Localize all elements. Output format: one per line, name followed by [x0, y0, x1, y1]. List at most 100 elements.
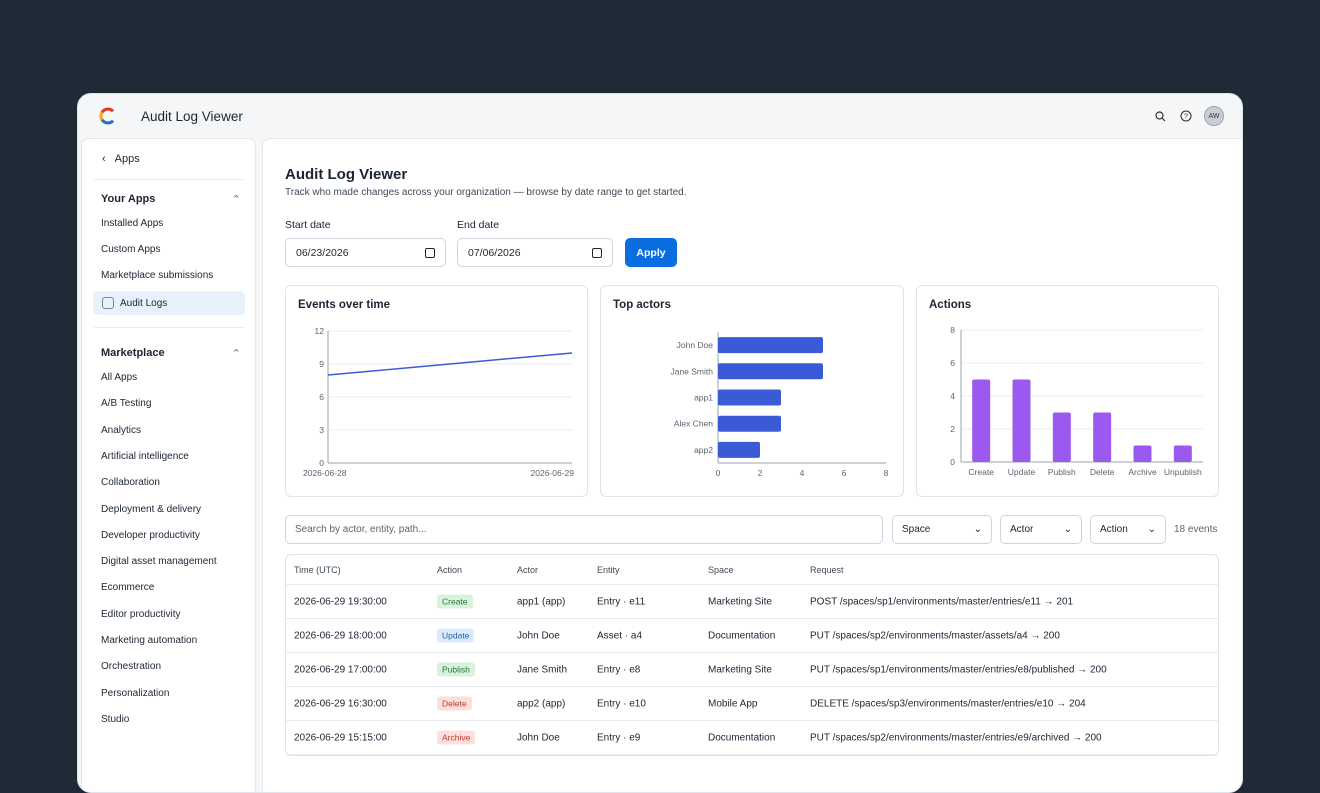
marketplace-heading[interactable]: Marketplace ⌃	[101, 347, 241, 360]
sidebar-item-ecommerce[interactable]: Ecommerce	[101, 582, 155, 594]
sidebar-item-a-b-testing[interactable]: A/B Testing	[101, 398, 152, 410]
y-tick-label: 9	[319, 359, 324, 369]
start-date-label: Start date	[285, 219, 331, 231]
bar	[1173, 445, 1192, 462]
calendar-icon[interactable]	[425, 247, 435, 258]
app-window: Audit Log Viewer ? AW ‹ Apps Your Apps ⌃…	[77, 93, 1243, 793]
action-select-label: Action	[1100, 524, 1128, 535]
table-row[interactable]: 2026-06-29 17:00:00 Publish Jane Smith Entr…	[286, 653, 1218, 687]
entity-cell: Entry · e8	[597, 664, 641, 675]
y-tick-label: 3	[319, 425, 324, 435]
action-badge: Archive	[437, 730, 476, 744]
sidebar-item-custom-apps[interactable]: Custom Apps	[101, 244, 161, 255]
column-header[interactable]: Actor	[517, 564, 539, 575]
entity-cell: Entry · e9	[597, 732, 641, 743]
y-tick-label: 2	[950, 424, 955, 434]
sidebar-item-installed-apps[interactable]: Installed Apps	[101, 218, 164, 229]
action-cell: Create	[437, 594, 473, 608]
category-label: Update	[1008, 467, 1036, 477]
actor-cell: app1 (app)	[517, 596, 566, 607]
sidebar-item-developer-productivity[interactable]: Developer productivity	[101, 529, 200, 541]
bar	[718, 441, 760, 458]
help-icon[interactable]: ?	[1178, 108, 1194, 124]
action-badge: Create	[437, 594, 473, 608]
column-header[interactable]: Time (UTC)	[294, 564, 341, 575]
chevron-down-icon: ⌄	[1147, 524, 1156, 535]
actions-card: Actions 0 2 4 6 8 Create Update Publish Delete Ar…	[916, 285, 1219, 497]
y-tick-label: 6	[319, 392, 324, 402]
column-header[interactable]: Space	[708, 564, 734, 575]
request-cell: PUT /spaces/sp2/environments/master/asse…	[810, 630, 1060, 641]
end-date-input[interactable]: 07/06/2026	[457, 238, 613, 267]
space-select[interactable]: Space ⌄	[892, 515, 992, 544]
bar	[972, 379, 991, 462]
bar	[1133, 445, 1152, 462]
top-actors-card: Top actors John Doe Jane Smith app1 Alex Ch…	[600, 285, 904, 497]
calendar-icon[interactable]	[592, 247, 602, 258]
category-label: Unpublish	[1164, 467, 1202, 477]
category-label: Alex Chen	[674, 419, 713, 429]
sidebar-item-analytics[interactable]: Analytics	[101, 424, 142, 436]
actor-cell: Jane Smith	[517, 664, 568, 675]
your-apps-heading[interactable]: Your Apps ⌃	[101, 193, 241, 206]
chevron-up-icon: ⌃	[231, 348, 241, 360]
sidebar-item-orchestration[interactable]: Orchestration	[101, 661, 162, 673]
category-label: Jane Smith	[670, 366, 713, 376]
category-label: Create	[968, 467, 994, 477]
space-cell: Marketing Site	[708, 596, 772, 607]
category-label: app1	[694, 393, 713, 403]
chevron-up-icon: ⌃	[231, 194, 241, 206]
main-content: Audit Log Viewer Track who made changes …	[262, 138, 1242, 792]
table-row[interactable]: 2026-06-29 18:00:00 Update John Doe Asset ·…	[286, 619, 1218, 653]
sidebar-item-studio[interactable]: Studio	[101, 713, 130, 725]
search-icon[interactable]	[1152, 108, 1168, 124]
top-actors-bar-chart: John Doe Jane Smith app1 Alex Chen app2 0 2 4 6 8	[670, 332, 889, 478]
column-header[interactable]: Entity	[597, 564, 620, 575]
time-cell: 2026-06-29 17:00:00	[294, 664, 387, 675]
sidebar-item-collaboration[interactable]: Collaboration	[101, 477, 160, 489]
column-header[interactable]: Request	[810, 564, 844, 575]
table-row[interactable]: 2026-06-29 15:15:00 Archive John Doe Entry …	[286, 721, 1218, 755]
y-tick-label: 8	[950, 325, 955, 335]
sidebar-item-marketplace-submissions[interactable]: Marketplace submissions	[101, 270, 214, 281]
your-apps-heading-label: Your Apps	[101, 193, 156, 205]
x-tick-label: 2	[758, 468, 763, 478]
back-to-apps-link[interactable]: ‹ Apps	[102, 153, 140, 165]
sidebar-item-artificial-intelligence[interactable]: Artificial intelligence	[101, 450, 189, 462]
events-line-chart: 0 3 6 9 12 2026-06-28 2026-06-29	[303, 326, 574, 478]
table-row[interactable]: 2026-06-29 16:30:00 Delete app2 (app) Entry…	[286, 687, 1218, 721]
space-cell: Documentation	[708, 630, 776, 641]
category-label: app2	[694, 445, 713, 455]
sidebar-item-marketing-automation[interactable]: Marketing automation	[101, 635, 198, 646]
space-cell: Documentation	[708, 732, 776, 743]
request-cell: DELETE /spaces/sp3/environments/master/e…	[810, 698, 1086, 709]
sidebar-item-all-apps[interactable]: All Apps	[101, 372, 138, 383]
request-cell: POST /spaces/sp1/environments/master/ent…	[810, 596, 1074, 607]
actor-select[interactable]: Actor ⌄	[1000, 515, 1082, 544]
chart-title: Events over time	[298, 299, 391, 311]
search-input[interactable]: Search by actor, entity, path...	[285, 515, 883, 544]
sidebar-item-editor-productivity[interactable]: Editor productivity	[101, 608, 181, 620]
page-title: Audit Log Viewer	[285, 166, 408, 183]
entity-cell: Entry · e11	[597, 596, 646, 607]
apply-button[interactable]: Apply	[625, 238, 677, 267]
sidebar-item-deployment-delivery[interactable]: Deployment & delivery	[101, 503, 202, 515]
avatar[interactable]: AW	[1204, 106, 1224, 126]
sidebar-item-personalization[interactable]: Personalization	[101, 687, 170, 699]
table-row[interactable]: 2026-06-29 19:30:00 Create app1 (app) Entry…	[286, 585, 1218, 619]
x-tick-label: 8	[884, 468, 889, 478]
column-header[interactable]: Action	[437, 564, 463, 575]
sidebar-item-digital-asset-management[interactable]: Digital asset management	[101, 556, 217, 568]
category-label: Delete	[1090, 467, 1115, 477]
end-date-label: End date	[457, 219, 500, 231]
start-date-input[interactable]: 06/23/2026	[285, 238, 446, 267]
events-count: 18 events	[1174, 524, 1218, 535]
space-cell: Mobile App	[708, 698, 758, 709]
actor-select-label: Actor	[1010, 524, 1034, 535]
sidebar-item-audit-logs[interactable]: Audit Logs	[93, 291, 245, 315]
chevron-down-icon: ⌄	[1063, 524, 1072, 535]
events-over-time-card: Events over time 0 3 6 9 12 2026-06-28 2026-06…	[285, 285, 588, 497]
svg-text:?: ?	[1184, 114, 1188, 121]
action-select[interactable]: Action ⌄	[1090, 515, 1166, 544]
audit-log-table: Time (UTC) Action Actor Entity Space Request 2…	[285, 554, 1219, 756]
